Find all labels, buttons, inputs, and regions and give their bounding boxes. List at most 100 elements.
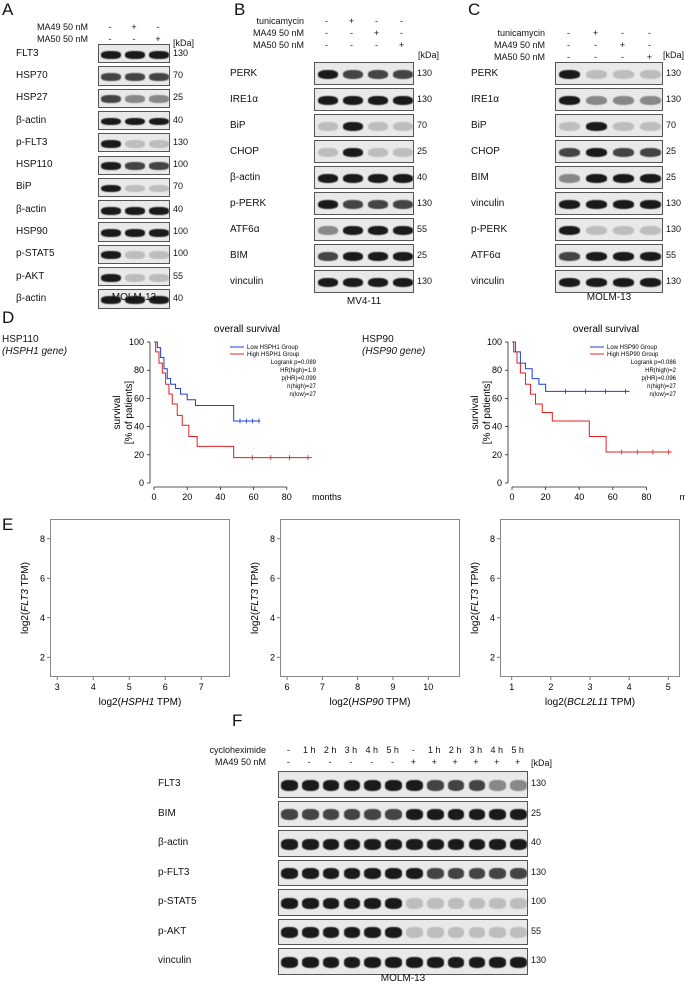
protein-label: FLT3	[158, 778, 181, 790]
kda-marker: 130	[531, 955, 547, 966]
treatment-sign: -	[108, 22, 112, 32]
blot-band	[149, 50, 169, 59]
blot-band	[406, 897, 423, 909]
blot-strip	[98, 200, 170, 220]
treatment-sign: -	[132, 34, 136, 44]
blot-band	[468, 779, 486, 791]
blot-band	[281, 838, 298, 850]
blot-band	[585, 121, 608, 132]
blot-strip	[314, 218, 414, 241]
treatment-sign: +	[398, 40, 405, 50]
treatment-sign: -	[567, 52, 570, 62]
km-stat-text: Logrank p=0.089	[271, 360, 317, 366]
scatter-y-tick-label: 8	[490, 534, 495, 544]
blot-band	[447, 956, 465, 968]
protein-label: BiP	[16, 181, 32, 193]
treatment-label: MA49 50 nM	[493, 40, 545, 50]
km-y-tick-label: 80	[134, 365, 144, 375]
treatment-sign: -	[325, 28, 328, 38]
kda-marker: 25	[531, 807, 542, 818]
blot-strip	[555, 114, 663, 137]
blot-band	[367, 251, 388, 262]
km-y-tick-label: 100	[129, 337, 144, 347]
treatment-sign: 4 h	[365, 745, 379, 755]
scatter-x-label-post: TPM)	[608, 697, 635, 708]
treatment-sign: -	[350, 28, 353, 38]
blot-band	[317, 251, 338, 262]
blot-strip	[314, 244, 414, 267]
protein-label: β-actin	[16, 203, 47, 215]
blot-strip	[98, 44, 170, 64]
km-legend-entry: High HSPH1 Group	[247, 352, 300, 358]
km-y-tick-label: 100	[487, 337, 502, 347]
blot-band	[385, 809, 402, 821]
scatter-x-label: log2(HSP90 TPM)	[330, 697, 411, 708]
kda-marker: 70	[173, 69, 184, 80]
blot-band	[317, 199, 338, 210]
cell-line-label: MV4-11	[346, 296, 382, 307]
blot-band	[101, 162, 121, 170]
blot-band	[447, 927, 465, 939]
scatter-y-label-post: TPM)	[20, 562, 31, 589]
kda-header: [kDa]	[173, 38, 195, 48]
blot-band	[322, 809, 340, 821]
protein-label: p-PERK	[471, 223, 508, 235]
blot-band	[281, 956, 298, 968]
kda-marker: 40	[417, 171, 428, 182]
blot-band	[558, 277, 581, 288]
treatment-sign: 1 h	[427, 745, 441, 755]
protein-label: PERK	[230, 67, 258, 79]
cell-line-label: MOLM-13	[586, 292, 632, 303]
scatter-x-label: log2(HSPH1 TPM)	[99, 697, 182, 708]
blot-band	[489, 868, 507, 880]
blot-band	[392, 69, 413, 80]
km-legend-entry: Low HSP90 Group	[607, 345, 658, 351]
protein-label: CHOP	[230, 145, 259, 157]
blot-band	[392, 225, 413, 236]
treatment-sign: 1 h	[302, 745, 316, 755]
blot-band	[125, 73, 145, 81]
blot-band	[317, 95, 338, 106]
protein-label: HSP27	[16, 92, 48, 104]
kda-header: [kDa]	[531, 758, 553, 768]
scatter-x-tick-label: 7	[320, 682, 325, 692]
blot-strip	[278, 918, 528, 945]
km-stat-text: n(high)=27	[647, 384, 677, 390]
kda-marker: 130	[666, 223, 682, 234]
treatment-sign: -	[411, 745, 415, 755]
blot-band	[149, 296, 169, 304]
blot-band	[385, 927, 402, 939]
km2-gene-sub: (HSP90 gene)	[362, 346, 426, 357]
treatment-sign: -	[156, 22, 160, 32]
scatter-y-tick-label: 4	[270, 613, 275, 623]
kda-marker: 25	[417, 249, 428, 260]
blot-band	[385, 868, 402, 880]
blot-strip	[555, 166, 663, 189]
blot-band	[489, 809, 507, 821]
blot-band	[558, 173, 581, 184]
blot-band	[322, 868, 340, 880]
blot-band	[585, 147, 608, 158]
blot-band	[612, 199, 635, 210]
blot-band	[392, 173, 413, 184]
km-x-tick-label: 80	[641, 492, 651, 502]
blot-strip	[98, 66, 170, 86]
kda-marker: 25	[666, 145, 677, 156]
protein-label: IRE1α	[230, 93, 259, 105]
blot-band	[406, 956, 423, 968]
blot-band	[558, 199, 581, 210]
scatter-x-label-pre: log2(	[545, 697, 568, 708]
scatter-x-tick-label: 5	[127, 682, 132, 692]
treatment-sign: -	[350, 40, 353, 50]
blot-band	[101, 273, 121, 282]
blot-band	[301, 868, 319, 880]
blot-band	[585, 277, 608, 288]
blot-band	[612, 147, 635, 158]
treatment-sign: 4 h	[490, 745, 504, 755]
treatment-sign: 2 h	[323, 745, 337, 755]
blot-band	[149, 95, 169, 104]
blot-band	[322, 956, 340, 968]
blot-band	[367, 277, 388, 288]
protein-label: vinculin	[471, 197, 505, 209]
treatment-sign: -	[400, 16, 403, 26]
